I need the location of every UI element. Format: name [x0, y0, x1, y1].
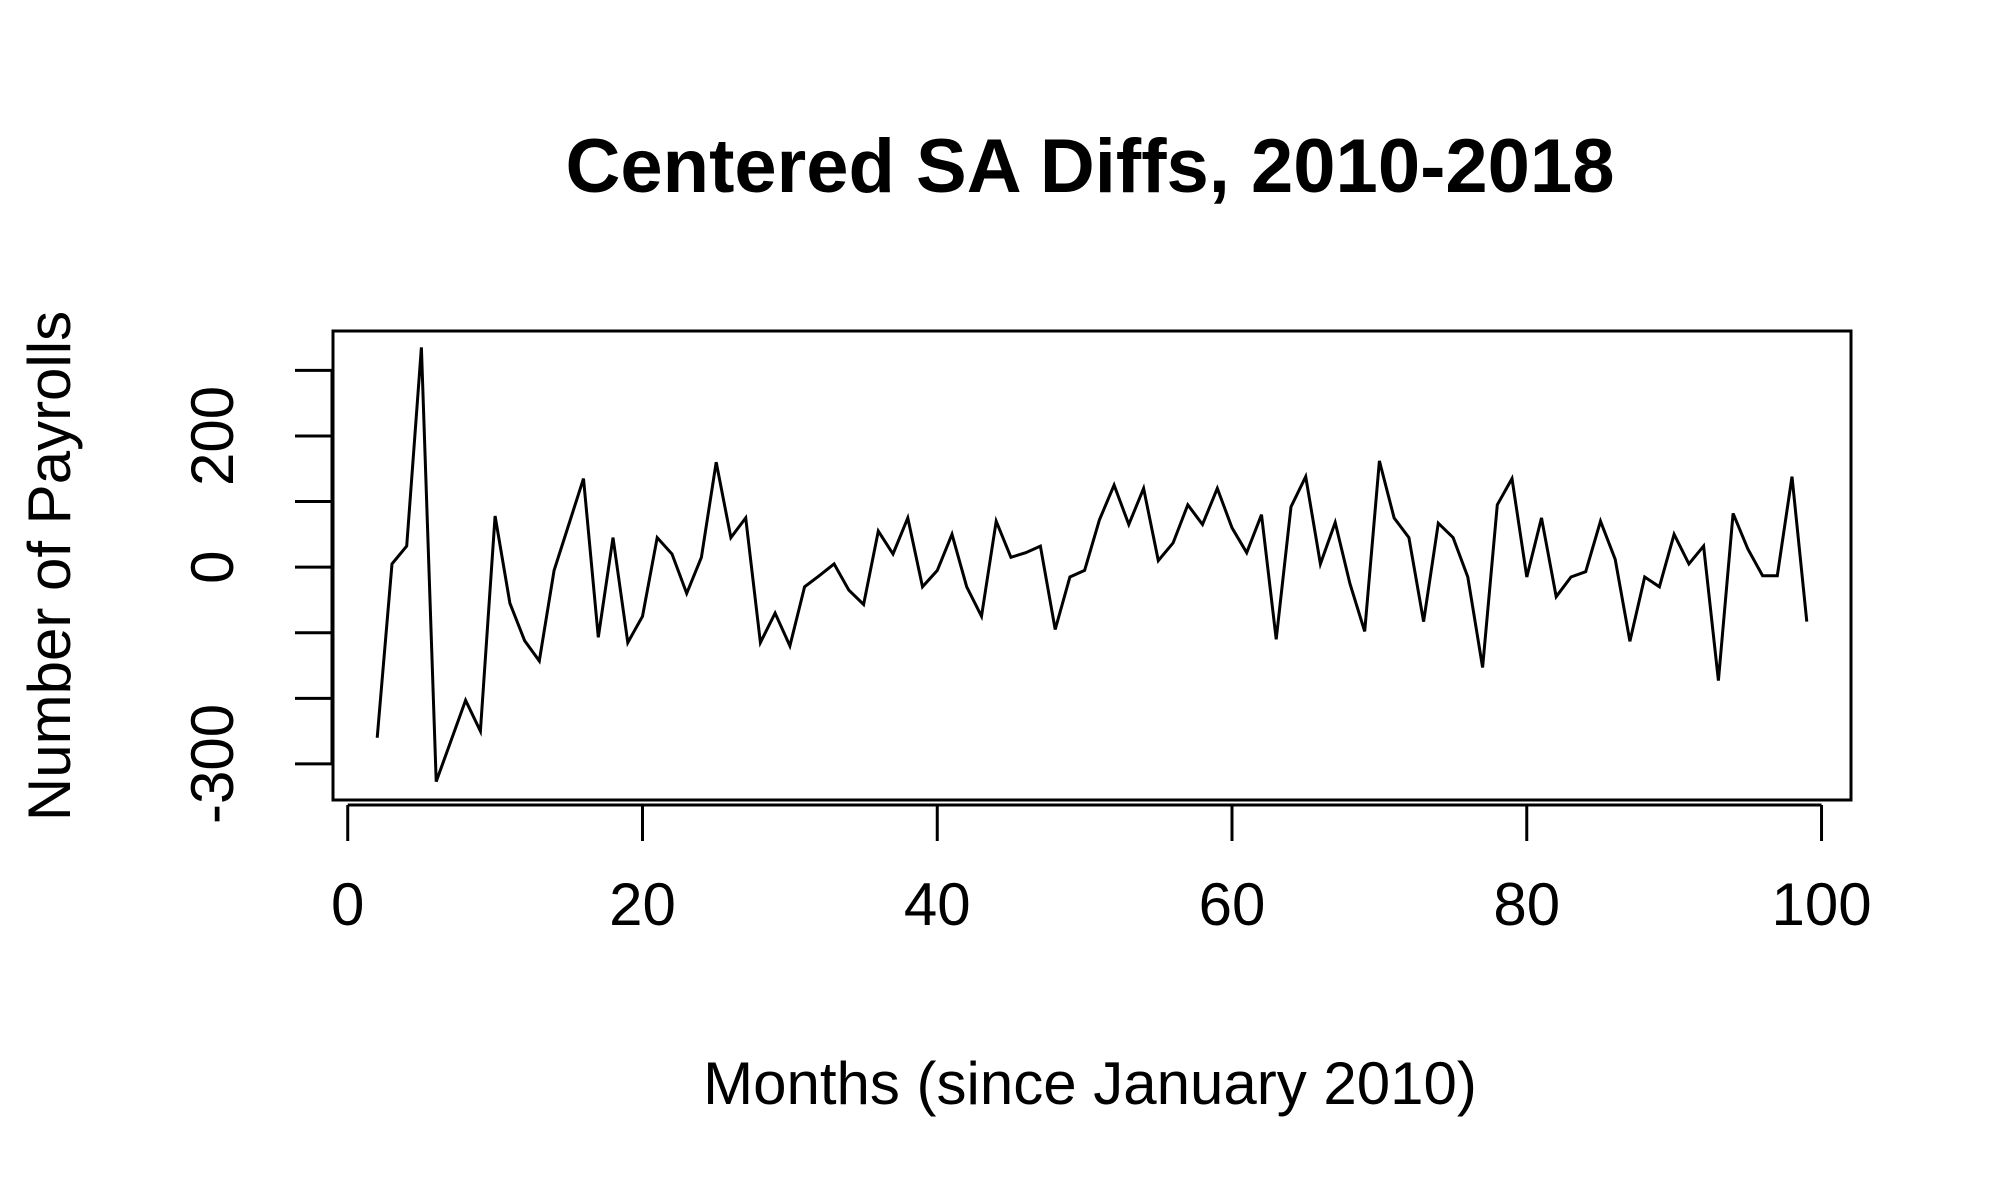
x-tick-label: 40 [904, 871, 971, 938]
y-tick-label: 200 [179, 386, 246, 486]
x-axis-label: Months (since January 2010) [703, 1050, 1477, 1117]
y-tick-label: -300 [179, 704, 246, 824]
x-tick-label: 60 [1199, 871, 1266, 938]
y-axis-label: Number of Payrolls [16, 311, 83, 821]
chart-title: Centered SA Diffs, 2010-2018 [566, 124, 1615, 209]
x-tick-label: 100 [1771, 871, 1871, 938]
y-tick-label: 0 [179, 550, 246, 583]
series-line [375, 347, 1809, 783]
x-axis: 0 20 40 60 80 100 [331, 803, 1872, 938]
y-axis: -300 0 200 [179, 368, 334, 824]
x-tick-label: 0 [331, 871, 364, 938]
plot-frame [331, 329, 1853, 802]
x-tick-label: 20 [609, 871, 676, 938]
x-tick-label: 80 [1493, 871, 1560, 938]
